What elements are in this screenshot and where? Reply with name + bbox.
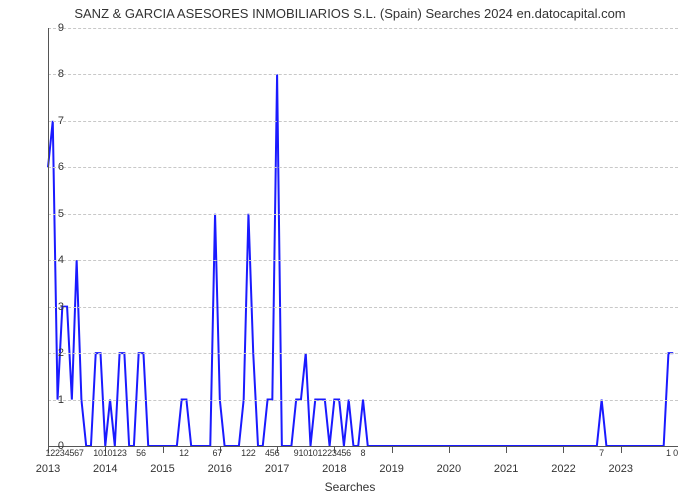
x-minor-label: 2 xyxy=(184,448,189,458)
y-tick-label: 5 xyxy=(44,208,64,220)
x-minor-label: 3 xyxy=(122,448,127,458)
y-tick-label: 6 xyxy=(44,161,64,173)
x-minor-label: 7 xyxy=(217,448,222,458)
grid-line xyxy=(48,353,678,354)
x-major-tick xyxy=(506,446,507,453)
x-minor-label: 6 xyxy=(275,448,280,458)
grid-line xyxy=(48,400,678,401)
x-major-label: 2020 xyxy=(437,463,461,475)
x-major-label: 2013 xyxy=(36,463,60,475)
line-layer xyxy=(48,28,678,446)
grid-line xyxy=(48,307,678,308)
x-major-label: 2019 xyxy=(379,463,403,475)
x-axis-title: Searches xyxy=(0,480,700,494)
grid-line xyxy=(48,28,678,29)
x-major-label: 2023 xyxy=(608,463,632,475)
x-major-tick xyxy=(392,446,393,453)
x-minor-label: 6 xyxy=(346,448,351,458)
y-axis-line xyxy=(48,28,49,446)
plot-area xyxy=(48,28,678,446)
x-axis-line xyxy=(48,446,678,447)
y-tick-label: 3 xyxy=(44,301,64,313)
x-minor-label: 8 xyxy=(360,448,365,458)
x-major-label: 2022 xyxy=(551,463,575,475)
x-minor-label: 2 xyxy=(251,448,256,458)
x-minor-label: 1 xyxy=(666,448,671,458)
grid-line xyxy=(48,260,678,261)
x-minor-label: 6 xyxy=(141,448,146,458)
x-minor-label: 0 xyxy=(673,448,678,458)
grid-line xyxy=(48,74,678,75)
chart-container: SANZ & GARCIA ASESORES INMOBILIARIOS S.L… xyxy=(0,0,700,500)
x-major-tick xyxy=(621,446,622,453)
x-major-label: 2016 xyxy=(208,463,232,475)
x-major-label: 2021 xyxy=(494,463,518,475)
y-tick-label: 7 xyxy=(44,115,64,127)
x-major-label: 2014 xyxy=(93,463,117,475)
y-tick-label: 2 xyxy=(44,347,64,359)
y-tick-label: 8 xyxy=(44,68,64,80)
x-major-tick xyxy=(163,446,164,453)
x-major-label: 2017 xyxy=(265,463,289,475)
y-tick-label: 1 xyxy=(44,394,64,406)
grid-line xyxy=(48,214,678,215)
x-minor-label: 7 xyxy=(79,448,84,458)
y-tick-label: 4 xyxy=(44,254,64,266)
x-minor-label: 7 xyxy=(599,448,604,458)
x-major-tick xyxy=(563,446,564,453)
x-major-label: 2018 xyxy=(322,463,346,475)
grid-line xyxy=(48,167,678,168)
chart-title: SANZ & GARCIA ASESORES INMOBILIARIOS S.L… xyxy=(0,6,700,21)
x-major-label: 2015 xyxy=(150,463,174,475)
x-major-tick xyxy=(449,446,450,453)
y-tick-label: 9 xyxy=(44,22,64,34)
grid-line xyxy=(48,121,678,122)
